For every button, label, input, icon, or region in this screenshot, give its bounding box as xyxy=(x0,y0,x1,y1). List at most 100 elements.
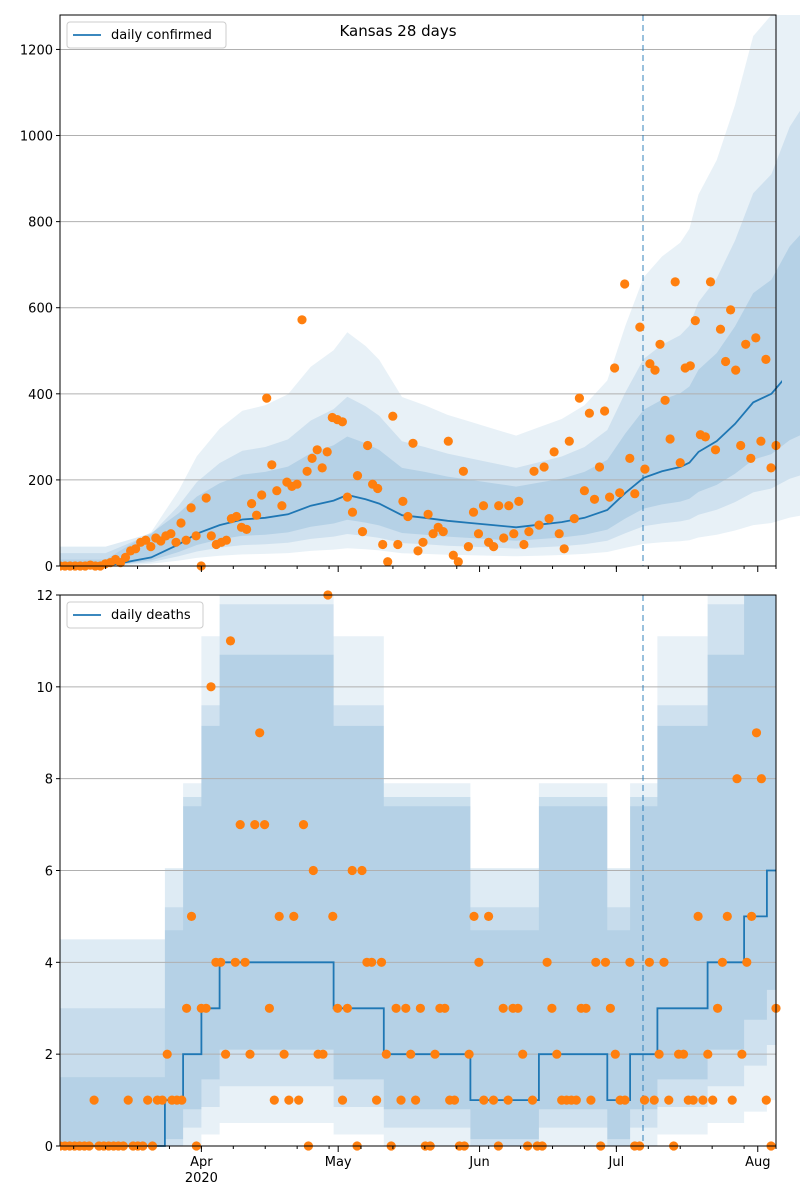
deaths-data-point xyxy=(664,1095,674,1105)
confirmed-plot-area xyxy=(60,15,776,566)
confirmed-panel: 0 200 400 600 800 1000 1200 daily confirmed xyxy=(20,14,800,575)
deaths-data-point xyxy=(157,1095,167,1105)
confirmed-data-point xyxy=(171,537,181,547)
confirmed-data-point xyxy=(322,447,332,457)
confirmed-data-point xyxy=(403,511,413,522)
confirmed-data-point xyxy=(579,486,590,496)
deaths-data-point xyxy=(89,1095,99,1105)
confirmed-ytick-label: 1000 xyxy=(20,130,53,145)
confirmed-data-point xyxy=(428,529,438,539)
confirmed-data-point xyxy=(257,490,267,500)
confirmed-data-point xyxy=(726,305,736,315)
confirmed-data-point xyxy=(534,520,544,530)
deaths-data-point xyxy=(308,865,318,876)
deaths-legend-label: daily deaths xyxy=(111,608,191,623)
deaths-data-point xyxy=(230,957,240,967)
confirmed-data-point xyxy=(388,411,398,421)
confirmed-data-point xyxy=(458,466,468,476)
confirmed-data-point xyxy=(408,438,418,448)
confirmed-data-point xyxy=(277,501,287,511)
deaths-data-point xyxy=(206,682,216,692)
deaths-data-point xyxy=(289,911,299,922)
deaths-data-point xyxy=(396,1095,406,1105)
confirmed-data-point xyxy=(413,546,423,556)
confirmed-data-point xyxy=(252,510,262,520)
confirmed-data-point xyxy=(605,492,615,502)
deaths-data-point xyxy=(177,1095,187,1105)
deaths-data-point xyxy=(698,1095,708,1105)
deaths-data-point xyxy=(318,1049,328,1059)
confirmed-data-point xyxy=(191,531,201,541)
confirmed-data-point xyxy=(206,531,216,541)
confirmed-data-point xyxy=(176,518,186,528)
deaths-data-point xyxy=(639,1095,650,1105)
deaths-data-point xyxy=(625,957,635,967)
confirmed-data-point xyxy=(675,458,685,468)
confirmed-legend: daily confirmed xyxy=(66,21,227,49)
deaths-data-point xyxy=(260,820,270,830)
confirmed-data-point xyxy=(292,479,302,489)
confirmed-data-point xyxy=(448,550,458,560)
confirmed-data-point xyxy=(317,463,327,473)
confirmed-data-point xyxy=(463,542,473,552)
confirmed-data-point xyxy=(504,501,514,511)
confirmed-data-point xyxy=(640,464,650,474)
deaths-data-point xyxy=(250,820,260,830)
confirmed-data-point xyxy=(620,279,630,289)
confirmed-data-point xyxy=(721,356,731,367)
confirmed-band-1 xyxy=(60,15,800,566)
deaths-data-point xyxy=(610,1049,620,1059)
deaths-data-point xyxy=(600,957,611,967)
deaths-data-point xyxy=(737,1049,747,1059)
deaths-ytick-label: 8 xyxy=(45,773,53,788)
confirmed-data-point xyxy=(272,486,282,496)
deaths-data-point xyxy=(440,1003,450,1013)
confirmed-data-point xyxy=(569,514,579,524)
deaths-ytick-label: 4 xyxy=(45,956,53,971)
deaths-data-point xyxy=(571,1095,581,1105)
deaths-data-point xyxy=(298,820,309,830)
deaths-data-point xyxy=(542,957,552,967)
confirmed-band-3 xyxy=(60,235,800,566)
confirmed-data-point xyxy=(589,494,600,504)
confirmed-data-point xyxy=(393,539,403,550)
deaths-legend: daily deaths xyxy=(66,601,204,629)
confirmed-data-point xyxy=(307,453,317,463)
deaths-data-point xyxy=(381,1049,391,1059)
deaths-data-point xyxy=(245,1049,255,1059)
confirmed-data-point xyxy=(559,544,569,554)
confirmed-data-point xyxy=(736,440,746,451)
deaths-data-point xyxy=(751,728,762,738)
confirmed-data-point xyxy=(337,417,347,427)
confirmed-data-point xyxy=(231,511,242,522)
confirmed-data-point xyxy=(131,544,141,554)
deaths-ytick-label: 12 xyxy=(36,589,53,604)
xtick-label: Aug xyxy=(745,1155,770,1170)
deaths-data-point xyxy=(732,774,742,784)
deaths-data-point xyxy=(279,1049,289,1059)
deaths-data-point xyxy=(294,1095,304,1105)
confirmed-ytick-label: 600 xyxy=(28,302,53,317)
confirmed-data-point xyxy=(539,462,549,472)
confirmed-data-point xyxy=(625,453,635,463)
deaths-data-point xyxy=(547,1003,557,1013)
confirmed-data-point xyxy=(473,529,484,539)
confirmed-data-point xyxy=(453,557,463,567)
deaths-data-point xyxy=(342,1003,352,1013)
confirmed-data-point xyxy=(650,365,660,375)
confirmed-data-point xyxy=(423,509,433,519)
confirmed-data-point xyxy=(564,436,574,446)
confirmed-data-point xyxy=(746,453,756,463)
confirmed-band-2 xyxy=(60,110,800,566)
deaths-data-point xyxy=(688,1095,698,1105)
deaths-data-point xyxy=(469,911,479,922)
confirmed-data-point xyxy=(600,406,610,416)
deaths-data-point xyxy=(411,1095,421,1105)
confirmed-data-point xyxy=(262,393,272,403)
deaths-data-point xyxy=(143,1095,153,1105)
deaths-data-point xyxy=(498,1003,508,1013)
deaths-data-point xyxy=(376,957,387,967)
confirmed-ytick-label: 1200 xyxy=(20,43,53,58)
deaths-data-point xyxy=(269,1095,279,1105)
